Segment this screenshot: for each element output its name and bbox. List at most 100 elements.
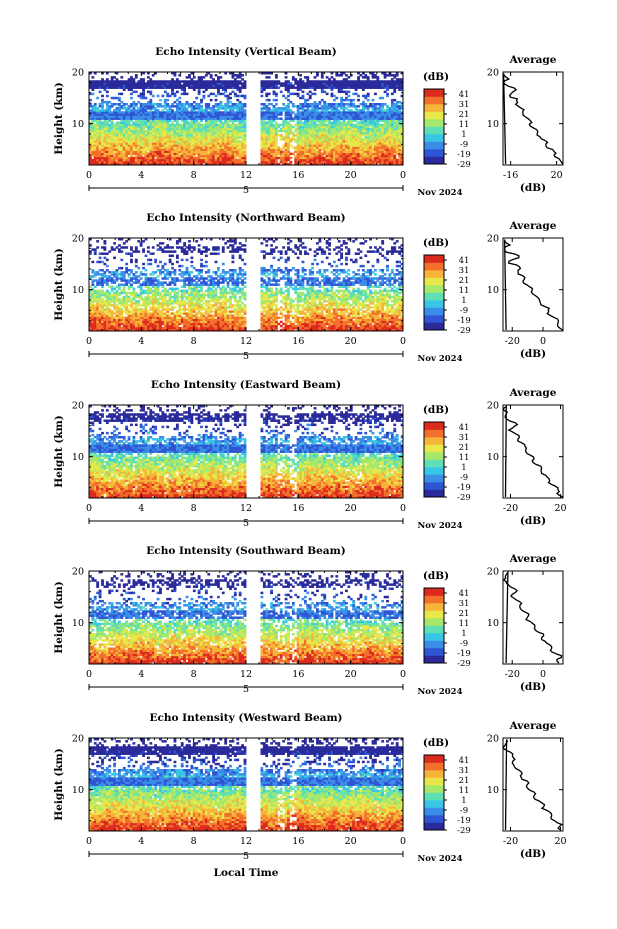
x-tick-label: 4 <box>138 336 144 347</box>
average-profile-line <box>504 573 562 664</box>
echo-intensity-figure: Echo Intensity (Vertical Beam)0 4 8 12 16 20 0… <box>0 0 617 929</box>
colorbar-tick-label: 41 <box>459 423 470 433</box>
x-tick-label: 0 <box>400 170 406 181</box>
average-title: Average <box>509 720 557 732</box>
heatmap-cells <box>89 238 403 331</box>
chart-title: Echo Intensity (Southward Beam) <box>146 545 345 557</box>
x-tick-label: 0 <box>400 836 406 847</box>
colorbar-swatch <box>424 430 444 438</box>
colorbar-swatch <box>424 490 444 498</box>
colorbar-tick-label: -29 <box>457 659 471 669</box>
x-tick-label: 16 <box>292 836 304 847</box>
average-y-tick-label: 10 <box>487 452 499 463</box>
colorbar-swatch <box>424 588 444 596</box>
date-bar-day: 5 <box>243 351 249 362</box>
colorbar-unit: (dB) <box>423 404 449 416</box>
colorbar-tick-label: 11 <box>459 286 470 296</box>
colorbar-swatch <box>424 778 444 786</box>
colorbar-tick-label: 1 <box>461 130 466 140</box>
colorbar-swatch <box>424 315 444 323</box>
colorbar-swatch <box>424 97 444 105</box>
colorbar-tick-label: 1 <box>461 463 466 473</box>
colorbar-swatch <box>424 89 444 97</box>
average-y-tick-label: 10 <box>487 285 499 296</box>
x-tick-label: 16 <box>292 503 304 514</box>
average-profile-line <box>504 740 562 831</box>
colorbar-tick-label: 21 <box>459 776 470 786</box>
colorbar-swatch <box>424 263 444 271</box>
average-x-tick-label: -20 <box>505 669 520 680</box>
y-tick-label: 20 <box>72 234 84 245</box>
average-y-tick-label: 20 <box>487 234 499 245</box>
heatmap-cells <box>89 405 403 498</box>
colorbar-tick-label: -9 <box>460 306 468 316</box>
colorbar-swatch <box>424 656 444 664</box>
colorbar-swatch <box>424 323 444 331</box>
x-tick-label: 8 <box>191 170 197 181</box>
colorbar-tick-label: 11 <box>459 120 470 130</box>
colorbar-swatch <box>424 626 444 634</box>
heatmap-cells <box>89 72 403 165</box>
colorbar-tick-label: 21 <box>459 609 470 619</box>
colorbar-tick-label: -29 <box>457 493 471 503</box>
colorbar-swatch <box>424 815 444 823</box>
x-tick-label: 4 <box>138 503 144 514</box>
x-tick-label: 8 <box>191 336 197 347</box>
colorbar-swatch <box>424 285 444 293</box>
colorbar-swatch <box>424 633 444 641</box>
colorbar-swatch <box>424 823 444 831</box>
x-tick-label: 0 <box>86 336 92 347</box>
average-y-tick-label: 20 <box>487 68 499 79</box>
colorbar-swatch <box>424 308 444 316</box>
average-y-tick-label: 10 <box>487 785 499 796</box>
average-profile-line <box>505 240 563 331</box>
average-y-tick-label: 20 <box>487 401 499 412</box>
average-x-tick-label: -20 <box>503 836 518 847</box>
colorbar-tick-label: -29 <box>457 826 471 836</box>
x-tick-label: 0 <box>86 836 92 847</box>
beam-panel: Echo Intensity (Westward Beam)0 4 8 12 16 20 0… <box>53 712 567 864</box>
colorbar-swatch <box>424 437 444 445</box>
y-tick-label: 10 <box>72 785 84 796</box>
y-tick-label: 20 <box>72 68 84 79</box>
x-tick-label: 0 <box>86 503 92 514</box>
date-label: Nov 2024 <box>418 521 463 531</box>
average-frame <box>503 738 563 831</box>
colorbar-swatch <box>424 445 444 453</box>
colorbar-swatch <box>424 119 444 127</box>
colorbar-swatch <box>424 770 444 778</box>
colorbar-swatch <box>424 460 444 468</box>
average-title: Average <box>509 220 557 232</box>
y-axis-label: Height (km) <box>53 415 65 487</box>
colorbar-tick-label: -19 <box>457 649 471 659</box>
chart-title: Echo Intensity (Vertical Beam) <box>155 46 336 58</box>
date-bar-day: 5 <box>243 684 249 695</box>
date-label: Nov 2024 <box>418 854 463 864</box>
date-label: Nov 2024 <box>418 188 463 198</box>
colorbar-tick-label: 21 <box>459 110 470 120</box>
colorbar-tick-label: 41 <box>459 756 470 766</box>
average-frame <box>503 571 563 664</box>
colorbar-tick-label: -19 <box>457 150 471 160</box>
y-tick-label: 20 <box>72 567 84 578</box>
average-y-tick-label: 20 <box>487 567 499 578</box>
x-tick-label: 4 <box>138 170 144 181</box>
heatmap-cells <box>89 571 403 664</box>
average-y-tick-label: 10 <box>487 618 499 629</box>
colorbar-tick-label: -19 <box>457 483 471 493</box>
colorbar-swatch <box>424 255 444 263</box>
colorbar-swatch <box>424 149 444 157</box>
colorbar-tick-label: 41 <box>459 589 470 599</box>
colorbar-tick-label: -29 <box>457 160 471 170</box>
x-tick-label: 20 <box>345 170 357 181</box>
colorbar-swatch <box>424 793 444 801</box>
colorbar-swatch <box>424 763 444 771</box>
colorbar-swatch <box>424 475 444 483</box>
colorbar-swatch <box>424 452 444 460</box>
colorbar-swatch <box>424 648 444 656</box>
x-tick-label: 20 <box>345 336 357 347</box>
